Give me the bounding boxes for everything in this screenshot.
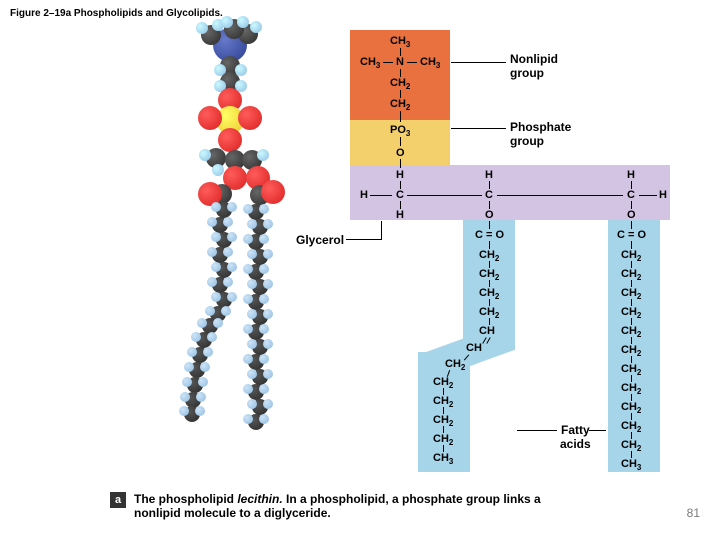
caption-letter: a bbox=[110, 492, 126, 508]
chem-n: N bbox=[396, 56, 404, 68]
page-number: 81 bbox=[687, 506, 700, 520]
chem-o-g2: O bbox=[485, 209, 494, 221]
chem-c-g3: C bbox=[627, 189, 635, 201]
chem-h-g2t: H bbox=[485, 169, 493, 181]
chem-h-g1: H bbox=[396, 169, 404, 181]
chem-h-g3t: H bbox=[627, 169, 635, 181]
chem-ch3-l: CH3 bbox=[360, 56, 380, 70]
chem-o-p: O bbox=[396, 147, 405, 159]
label-fatty: Fatty acids bbox=[560, 423, 591, 452]
caption-text: The phospholipid lecithin. In a phosphol… bbox=[134, 492, 580, 520]
chem-h-gr: H bbox=[659, 189, 667, 201]
label-phosphate: Phosphate group bbox=[510, 120, 571, 149]
chem-c-g2: C bbox=[485, 189, 493, 201]
chem-o-g3: O bbox=[627, 209, 636, 221]
chem-ch3-r: CH3 bbox=[420, 56, 440, 70]
chem-co-1: C = O bbox=[475, 229, 504, 241]
figure-title: Figure 2–19a Phospholipids and Glycolipi… bbox=[10, 8, 223, 19]
chem-h-gl: H bbox=[360, 189, 368, 201]
label-nonlipid: Nonlipid group bbox=[510, 52, 558, 81]
chem-h-gb: H bbox=[396, 209, 404, 221]
chem-co-2: C = O bbox=[617, 229, 646, 241]
chem-c-g1: C bbox=[396, 189, 404, 201]
caption: a The phospholipid lecithin. In a phosph… bbox=[110, 492, 580, 520]
label-glycerol: Glycerol bbox=[296, 233, 344, 247]
